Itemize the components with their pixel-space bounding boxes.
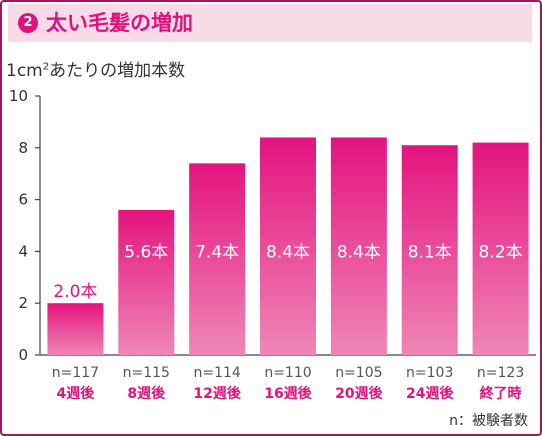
bar xyxy=(330,137,387,355)
bar xyxy=(118,209,175,355)
y-axis-label-superscript: 2 xyxy=(42,61,50,73)
bar xyxy=(472,142,529,355)
y-axis-label-suffix: あたりの増加本数 xyxy=(49,61,186,81)
x-category-label: 12週後 xyxy=(193,385,241,402)
sample-size-label: n=105 xyxy=(335,365,382,381)
sample-size-label: n=103 xyxy=(406,365,453,381)
y-tick-label: 8 xyxy=(18,139,28,157)
sample-size-note: n：被験者数 xyxy=(449,413,528,429)
x-category-label: 4週後 xyxy=(57,385,96,402)
bar xyxy=(189,163,246,355)
bar-value-label: 7.4本 xyxy=(195,242,239,262)
sample-size-label: n=117 xyxy=(52,365,99,381)
y-tick-label: 4 xyxy=(18,242,28,260)
y-tick-label: 10 xyxy=(9,87,28,105)
x-category-label: 終了時 xyxy=(480,385,522,402)
sample-size-label: n=114 xyxy=(193,365,240,381)
bar xyxy=(401,145,458,355)
bar-value-label: 8.4本 xyxy=(337,242,381,262)
title-bar: 2 太い毛髪の増加 xyxy=(8,4,532,42)
sample-size-label: n=110 xyxy=(264,365,311,381)
bar xyxy=(47,303,104,355)
chart-title: 太い毛髪の増加 xyxy=(46,11,193,35)
bar-value-label: 5.6本 xyxy=(124,242,168,262)
x-category-label: 24週後 xyxy=(406,385,454,402)
x-category-label: 20週後 xyxy=(335,385,383,402)
bar-value-label: 8.2本 xyxy=(479,242,523,262)
sample-size-label: n=115 xyxy=(123,365,170,381)
y-tick-label: 6 xyxy=(18,191,28,209)
bar-value-label: 8.1本 xyxy=(408,242,452,262)
sample-size-label: n=123 xyxy=(477,365,524,381)
bar-value-label: 2.0本 xyxy=(53,282,97,302)
y-axis-label: 1cm2あたりの増加本数 xyxy=(6,56,185,81)
x-category-label: 16週後 xyxy=(264,385,312,402)
number-badge: 2 xyxy=(18,13,38,33)
y-tick-label: 0 xyxy=(18,346,28,364)
x-category-label: 8週後 xyxy=(127,385,166,402)
bar-value-label: 8.4本 xyxy=(266,242,310,262)
y-tick-label: 2 xyxy=(18,294,28,312)
y-axis-label-prefix: 1cm xyxy=(6,61,43,81)
bar xyxy=(260,137,316,355)
